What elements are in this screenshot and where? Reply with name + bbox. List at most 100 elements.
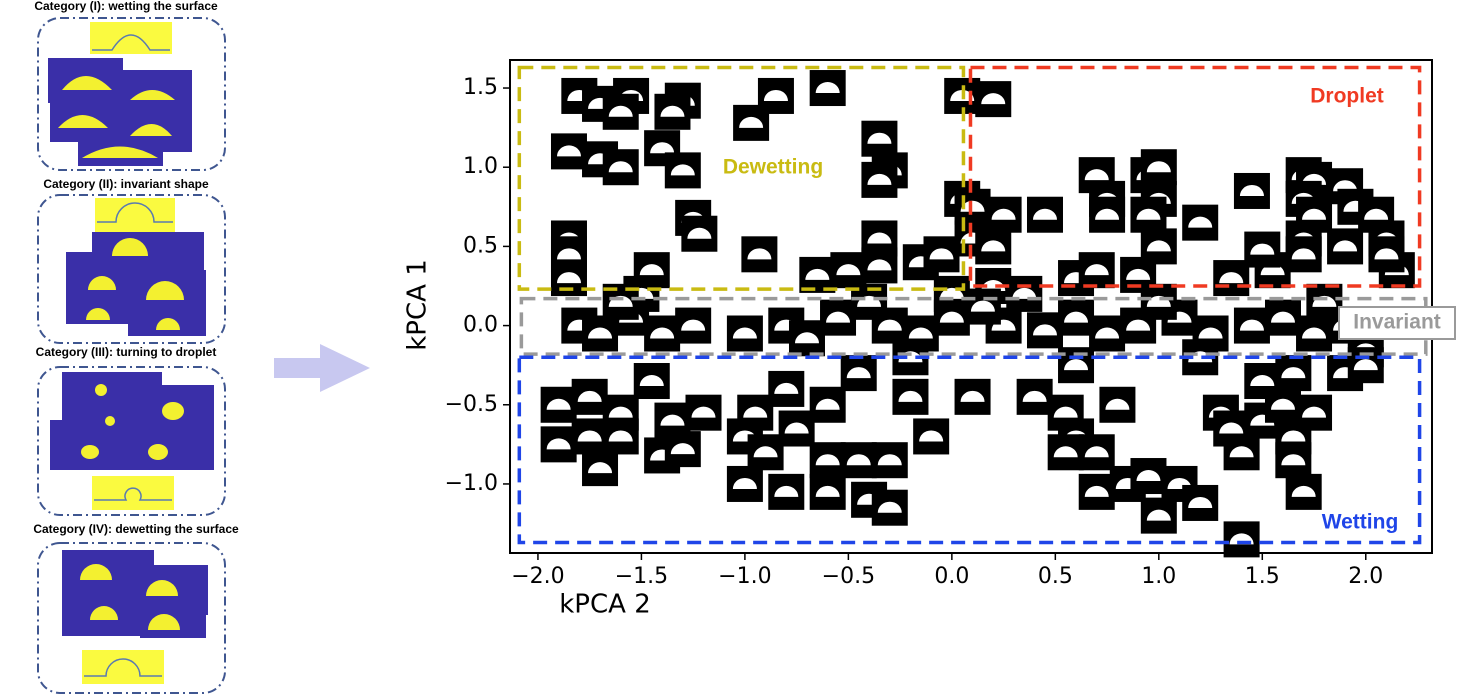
- droplet-icon: [846, 454, 871, 466]
- x-tick-label: −1.0: [718, 564, 771, 589]
- x-tick-label: 0.5: [1038, 564, 1073, 589]
- y-tick-label: 1.0: [463, 154, 498, 179]
- droplet-icon: [556, 272, 581, 284]
- droplet-icon: [1146, 161, 1171, 173]
- profile-curve: [84, 658, 162, 677]
- droplet-icon: [1105, 398, 1130, 410]
- droplet-icon: [815, 454, 840, 466]
- droplet-icon: [763, 89, 788, 101]
- droplet-icon: [577, 390, 602, 402]
- droplet-icon: [753, 446, 778, 458]
- droplet-icon: [556, 145, 581, 157]
- y-tick-label: 1.5: [463, 75, 498, 100]
- droplet-icon: [1012, 287, 1037, 299]
- droplet-icon: [639, 264, 664, 276]
- droplet-icon: [815, 398, 840, 410]
- droplet-icon: [1146, 240, 1171, 252]
- droplet-icon: [784, 422, 809, 434]
- droplet-icon: [1136, 470, 1161, 482]
- droplet-icon: [1333, 180, 1358, 192]
- droplet-icon: [960, 200, 985, 212]
- droplet-icon: [670, 443, 695, 455]
- droplet: [105, 416, 115, 426]
- droplet-icon: [960, 390, 985, 402]
- droplet-icon: [670, 164, 695, 176]
- droplet-icon: [1229, 446, 1254, 458]
- droplet-icon: [1095, 208, 1120, 220]
- droplet-icon: [739, 116, 764, 128]
- droplet-icon: [1084, 169, 1109, 181]
- x-tick-label: −0.5: [822, 564, 875, 589]
- x-tick-label: 1.0: [1141, 564, 1176, 589]
- y-tick-label: 0.5: [463, 233, 498, 258]
- droplet-icon: [1374, 248, 1399, 260]
- droplet-icon: [1270, 398, 1295, 410]
- y-axis-label: kPCA 1: [403, 259, 433, 350]
- droplet-icon: [1053, 446, 1078, 458]
- droplet-icon: [1198, 327, 1223, 339]
- panel-frame: [37, 194, 226, 344]
- droplet-icon: [556, 248, 581, 260]
- droplet-icon: [608, 105, 633, 117]
- droplet-icon: [1364, 208, 1389, 220]
- droplet-icon: [867, 259, 892, 271]
- label-box: [1338, 306, 1456, 340]
- droplet-icon: [1302, 327, 1327, 339]
- droplet-icon: [577, 430, 602, 442]
- droplet-icon: [650, 142, 675, 154]
- droplet-icon: [991, 208, 1016, 220]
- droplet-icon: [732, 327, 757, 339]
- droplet-icon: [867, 132, 892, 144]
- droplet-icon: [588, 462, 613, 474]
- panel-title: Category (II): invariant shape: [43, 177, 209, 191]
- droplet-icon: [898, 390, 923, 402]
- profile: [82, 650, 164, 684]
- droplet-icon: [1084, 485, 1109, 497]
- droplet-icon: [1219, 422, 1244, 434]
- droplet-icon: [919, 430, 944, 442]
- droplet-icon: [1053, 406, 1078, 418]
- droplet-icon: [1084, 446, 1109, 458]
- region-label: Droplet: [1310, 85, 1384, 108]
- droplet-icon: [546, 438, 571, 450]
- droplets: [86, 238, 184, 330]
- droplet-icon: [650, 327, 675, 339]
- droplet-icon: [939, 311, 964, 323]
- panel-frame: [37, 366, 226, 516]
- panel-frame: [37, 17, 226, 171]
- droplet-icon: [1084, 264, 1109, 276]
- droplet-icon: [1022, 390, 1047, 402]
- droplet-icon: [1281, 367, 1306, 379]
- points: [540, 70, 1415, 558]
- region-box: [517, 65, 966, 291]
- region-box: [968, 65, 1422, 288]
- droplet-icon: [1064, 359, 1089, 371]
- x-tick-label: −2.0: [511, 564, 564, 589]
- panel-title: Category (IV): dewetting the surface: [33, 522, 239, 536]
- droplet-icon: [743, 406, 768, 418]
- droplet: [95, 384, 107, 396]
- droplet-icon: [660, 414, 685, 426]
- droplet-icon: [546, 398, 571, 410]
- droplet-icon: [867, 173, 892, 185]
- droplet-icon: [1064, 311, 1089, 323]
- droplet-icon: [774, 382, 799, 394]
- droplet-icon: [794, 332, 819, 344]
- droplet-icon: [1188, 216, 1213, 228]
- droplet-icon: [660, 105, 685, 117]
- droplet-icon: [877, 454, 902, 466]
- profile-curve: [94, 487, 172, 501]
- droplet-icon: [608, 161, 633, 173]
- droplet-icon: [805, 268, 830, 280]
- y-tick-label: −1.0: [445, 471, 498, 496]
- droplet-icon: [1126, 319, 1151, 331]
- profile: [90, 22, 172, 54]
- droplet-icon: [815, 485, 840, 497]
- panel-title: Category (I): wetting the surface: [34, 0, 218, 13]
- droplet-icon: [732, 477, 757, 489]
- profile-curve: [97, 202, 173, 223]
- x-tick-label: −1.5: [615, 564, 668, 589]
- region-label: Dewetting: [723, 156, 823, 179]
- droplet-icon: [867, 232, 892, 244]
